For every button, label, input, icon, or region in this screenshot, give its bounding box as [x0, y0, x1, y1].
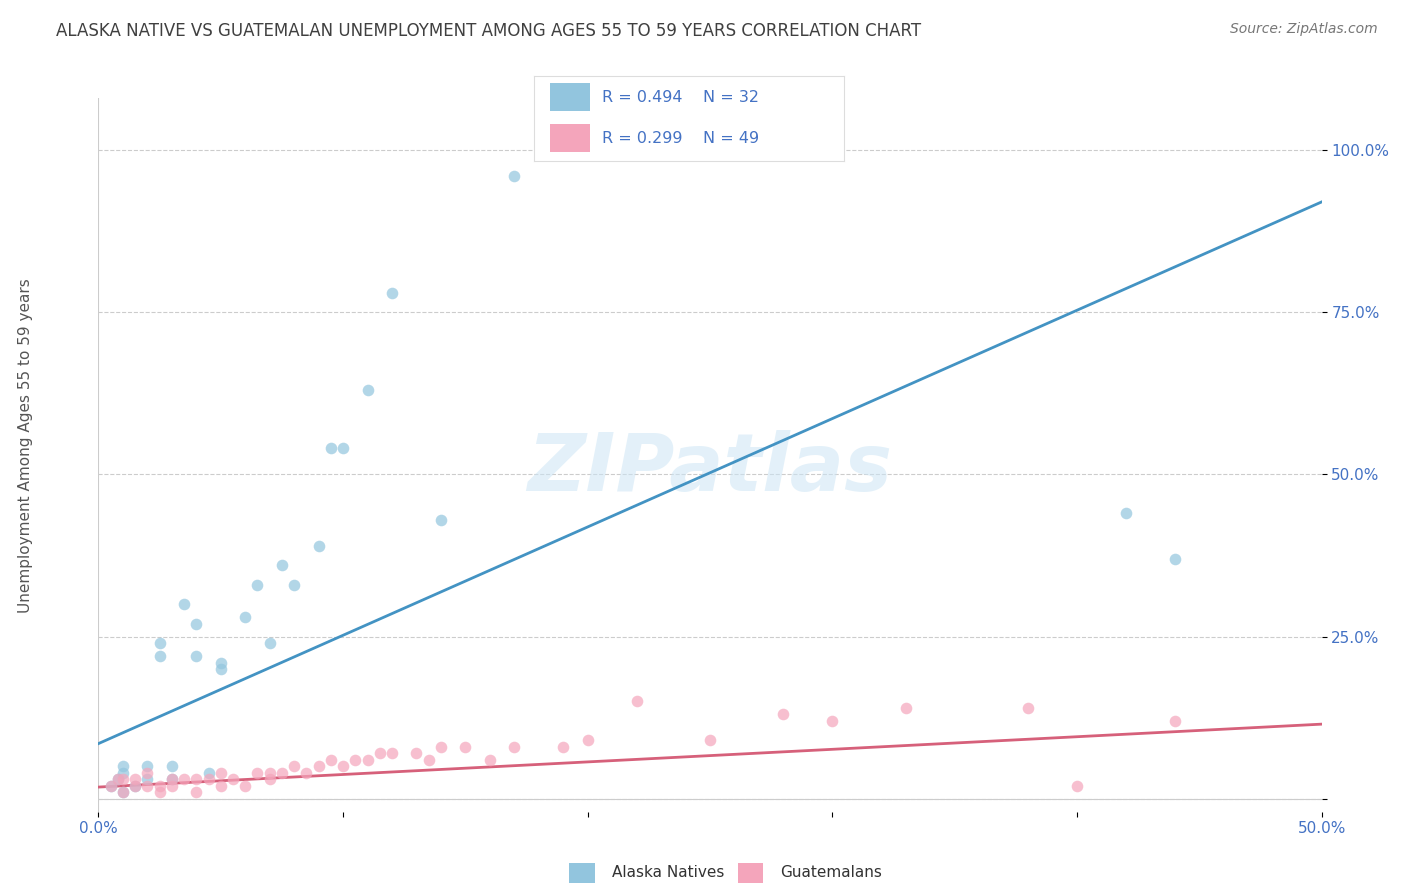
Point [136, 759, 159, 773]
Point [160, 772, 183, 787]
Text: R = 0.299    N = 49: R = 0.299 N = 49 [602, 130, 759, 145]
Point [553, 739, 575, 754]
Point [209, 656, 232, 670]
Point [136, 779, 159, 793]
Point [381, 285, 404, 300]
Point [308, 759, 330, 773]
Point [270, 765, 294, 780]
Point [111, 772, 134, 787]
Point [209, 765, 232, 780]
Point [233, 779, 256, 793]
Point [186, 785, 208, 799]
Point [149, 785, 172, 799]
Point [111, 759, 134, 773]
Point [430, 513, 453, 527]
Point [319, 442, 342, 456]
Bar [550, 84, 591, 112]
Point [160, 772, 183, 787]
Point [124, 779, 146, 793]
Point [124, 772, 146, 787]
Point [356, 383, 378, 397]
Point [503, 169, 526, 183]
Point [173, 597, 195, 611]
Point [149, 648, 172, 663]
Text: R = 0.494    N = 32: R = 0.494 N = 32 [602, 90, 759, 105]
Point [160, 779, 183, 793]
Point [1164, 551, 1187, 566]
Point [699, 733, 721, 747]
Point [209, 662, 232, 676]
Text: Unemployment Among Ages 55 to 59 years: Unemployment Among Ages 55 to 59 years [18, 278, 32, 614]
Point [186, 772, 208, 787]
Point [197, 765, 219, 780]
Point [149, 636, 172, 650]
Point [136, 765, 159, 780]
Point [332, 442, 354, 456]
Point [308, 539, 330, 553]
Point [894, 701, 917, 715]
Point [503, 739, 526, 754]
Point [381, 747, 404, 761]
Text: Source: ZipAtlas.com: Source: ZipAtlas.com [1230, 22, 1378, 37]
Point [772, 707, 794, 722]
Point [430, 739, 453, 754]
Point [259, 636, 281, 650]
Point [111, 785, 134, 799]
Point [478, 753, 501, 767]
Point [246, 577, 269, 591]
Text: Alaska Natives: Alaska Natives [612, 865, 724, 880]
Point [107, 772, 129, 787]
Point [283, 577, 305, 591]
Point [173, 772, 195, 787]
Point [332, 759, 354, 773]
Point [186, 648, 208, 663]
Point [319, 753, 342, 767]
Point [1115, 506, 1137, 520]
Point [405, 747, 427, 761]
Point [111, 765, 134, 780]
Text: ZIPatlas: ZIPatlas [527, 430, 893, 508]
Point [124, 779, 146, 793]
Text: Guatemalans: Guatemalans [780, 865, 882, 880]
Point [186, 616, 208, 631]
Text: ALASKA NATIVE VS GUATEMALAN UNEMPLOYMENT AMONG AGES 55 TO 59 YEARS CORRELATION C: ALASKA NATIVE VS GUATEMALAN UNEMPLOYMENT… [56, 22, 921, 40]
Bar [550, 124, 591, 152]
Point [111, 785, 134, 799]
Point [246, 765, 269, 780]
Point [344, 753, 367, 767]
Point [233, 610, 256, 624]
Point [107, 772, 129, 787]
Point [197, 772, 219, 787]
Point [356, 753, 378, 767]
Point [1066, 779, 1088, 793]
Point [626, 694, 648, 708]
Point [270, 558, 294, 573]
Point [259, 765, 281, 780]
Point [160, 759, 183, 773]
Point [136, 772, 159, 787]
Point [149, 779, 172, 793]
Point [283, 759, 305, 773]
Point [368, 747, 391, 761]
Point [295, 765, 318, 780]
Point [100, 779, 122, 793]
Point [209, 779, 232, 793]
Point [1164, 714, 1187, 728]
Point [454, 739, 477, 754]
Point [259, 772, 281, 787]
Point [222, 772, 245, 787]
Point [576, 733, 599, 747]
Point [1017, 701, 1039, 715]
Point [821, 714, 844, 728]
Point [418, 753, 440, 767]
Point [100, 779, 122, 793]
